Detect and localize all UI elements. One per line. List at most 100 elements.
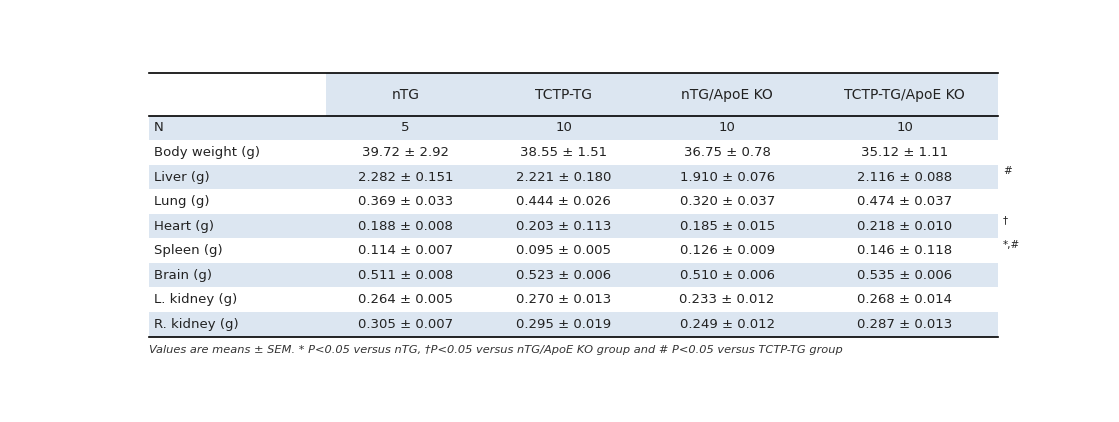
- Text: 0.146 ± 0.118: 0.146 ± 0.118: [857, 244, 952, 257]
- Bar: [643, 165, 811, 189]
- Text: 38.55 ± 1.51: 38.55 ± 1.51: [520, 146, 608, 159]
- Bar: [485, 263, 643, 287]
- Text: 0.523 ± 0.006: 0.523 ± 0.006: [516, 269, 611, 282]
- Bar: [811, 165, 998, 189]
- Text: 10: 10: [555, 122, 572, 134]
- Bar: [485, 140, 643, 165]
- Text: 0.510 ± 0.006: 0.510 ± 0.006: [679, 269, 774, 282]
- Text: 10: 10: [718, 122, 735, 134]
- Text: 0.114 ± 0.007: 0.114 ± 0.007: [358, 244, 453, 257]
- Bar: [643, 214, 811, 238]
- Bar: [485, 73, 643, 116]
- Bar: [485, 238, 643, 263]
- Bar: [811, 214, 998, 238]
- Bar: [485, 116, 643, 140]
- Text: 5: 5: [402, 122, 410, 134]
- Bar: [811, 116, 998, 140]
- Bar: [149, 238, 327, 263]
- Text: R. kidney (g): R. kidney (g): [153, 318, 238, 331]
- Text: 35.12 ± 1.11: 35.12 ± 1.11: [862, 146, 949, 159]
- Bar: [485, 312, 643, 337]
- Text: Values are means ± SEM. * P<0.05 versus nTG, †P<0.05 versus nTG/ApoE KO group an: Values are means ± SEM. * P<0.05 versus …: [149, 345, 843, 355]
- Bar: [327, 312, 485, 337]
- Text: N: N: [153, 122, 163, 134]
- Text: 0.264 ± 0.005: 0.264 ± 0.005: [358, 293, 453, 306]
- Text: L. kidney (g): L. kidney (g): [153, 293, 237, 306]
- Text: 0.126 ± 0.009: 0.126 ± 0.009: [679, 244, 774, 257]
- Text: †: †: [1003, 215, 1008, 225]
- Text: 2.221 ± 0.180: 2.221 ± 0.180: [516, 170, 612, 184]
- Text: 0.369 ± 0.033: 0.369 ± 0.033: [358, 195, 453, 208]
- Bar: [149, 140, 327, 165]
- Text: 0.188 ± 0.008: 0.188 ± 0.008: [358, 219, 453, 233]
- Text: 2.282 ± 0.151: 2.282 ± 0.151: [358, 170, 453, 184]
- Text: *,#: *,#: [1003, 240, 1021, 249]
- Bar: [643, 263, 811, 287]
- Text: nTG: nTG: [392, 87, 420, 102]
- Bar: [643, 116, 811, 140]
- Text: 0.474 ± 0.037: 0.474 ± 0.037: [857, 195, 952, 208]
- Text: 0.233 ± 0.012: 0.233 ± 0.012: [679, 293, 774, 306]
- Bar: [149, 287, 327, 312]
- Bar: [811, 312, 998, 337]
- Text: 0.444 ± 0.026: 0.444 ± 0.026: [517, 195, 611, 208]
- Bar: [811, 287, 998, 312]
- Bar: [327, 238, 485, 263]
- Bar: [811, 238, 998, 263]
- Bar: [643, 73, 811, 116]
- Bar: [149, 189, 327, 214]
- Bar: [643, 189, 811, 214]
- Bar: [811, 189, 998, 214]
- Bar: [327, 287, 485, 312]
- Text: 0.270 ± 0.013: 0.270 ± 0.013: [516, 293, 611, 306]
- Bar: [327, 263, 485, 287]
- Text: 0.535 ± 0.006: 0.535 ± 0.006: [857, 269, 952, 282]
- Text: Heart (g): Heart (g): [153, 219, 214, 233]
- Bar: [643, 238, 811, 263]
- Text: 0.295 ± 0.019: 0.295 ± 0.019: [516, 318, 611, 331]
- Text: 0.218 ± 0.010: 0.218 ± 0.010: [857, 219, 952, 233]
- Text: 10: 10: [896, 122, 913, 134]
- Bar: [149, 165, 327, 189]
- Bar: [327, 140, 485, 165]
- Bar: [149, 263, 327, 287]
- Bar: [643, 140, 811, 165]
- Text: 36.75 ± 0.78: 36.75 ± 0.78: [684, 146, 771, 159]
- Text: 1.910 ± 0.076: 1.910 ± 0.076: [679, 170, 774, 184]
- Text: Brain (g): Brain (g): [153, 269, 211, 282]
- Text: Body weight (g): Body weight (g): [153, 146, 260, 159]
- Bar: [327, 214, 485, 238]
- Text: Lung (g): Lung (g): [153, 195, 209, 208]
- Text: Spleen (g): Spleen (g): [153, 244, 223, 257]
- Bar: [643, 287, 811, 312]
- Bar: [327, 73, 485, 116]
- Bar: [485, 287, 643, 312]
- Text: nTG/ApoE KO: nTG/ApoE KO: [681, 87, 773, 102]
- Bar: [811, 263, 998, 287]
- Text: 0.511 ± 0.008: 0.511 ± 0.008: [358, 269, 453, 282]
- Bar: [485, 214, 643, 238]
- Text: 0.305 ± 0.007: 0.305 ± 0.007: [358, 318, 453, 331]
- Text: 0.287 ± 0.013: 0.287 ± 0.013: [857, 318, 952, 331]
- Text: TCTP-TG: TCTP-TG: [535, 87, 592, 102]
- Text: TCTP-TG/ApoE KO: TCTP-TG/ApoE KO: [845, 87, 966, 102]
- Text: 2.116 ± 0.088: 2.116 ± 0.088: [857, 170, 952, 184]
- Text: 0.320 ± 0.037: 0.320 ± 0.037: [679, 195, 774, 208]
- Bar: [149, 312, 327, 337]
- Text: 0.249 ± 0.012: 0.249 ± 0.012: [679, 318, 774, 331]
- Bar: [149, 116, 327, 140]
- Bar: [327, 189, 485, 214]
- Bar: [485, 189, 643, 214]
- Bar: [327, 165, 485, 189]
- Bar: [811, 73, 998, 116]
- Bar: [485, 165, 643, 189]
- Text: 0.185 ± 0.015: 0.185 ± 0.015: [679, 219, 774, 233]
- Text: Liver (g): Liver (g): [153, 170, 209, 184]
- Text: 0.203 ± 0.113: 0.203 ± 0.113: [516, 219, 612, 233]
- Text: 39.72 ± 2.92: 39.72 ± 2.92: [361, 146, 449, 159]
- Bar: [811, 140, 998, 165]
- Text: #: #: [1003, 166, 1012, 176]
- Bar: [149, 214, 327, 238]
- Text: 0.095 ± 0.005: 0.095 ± 0.005: [516, 244, 611, 257]
- Text: 0.268 ± 0.014: 0.268 ± 0.014: [857, 293, 952, 306]
